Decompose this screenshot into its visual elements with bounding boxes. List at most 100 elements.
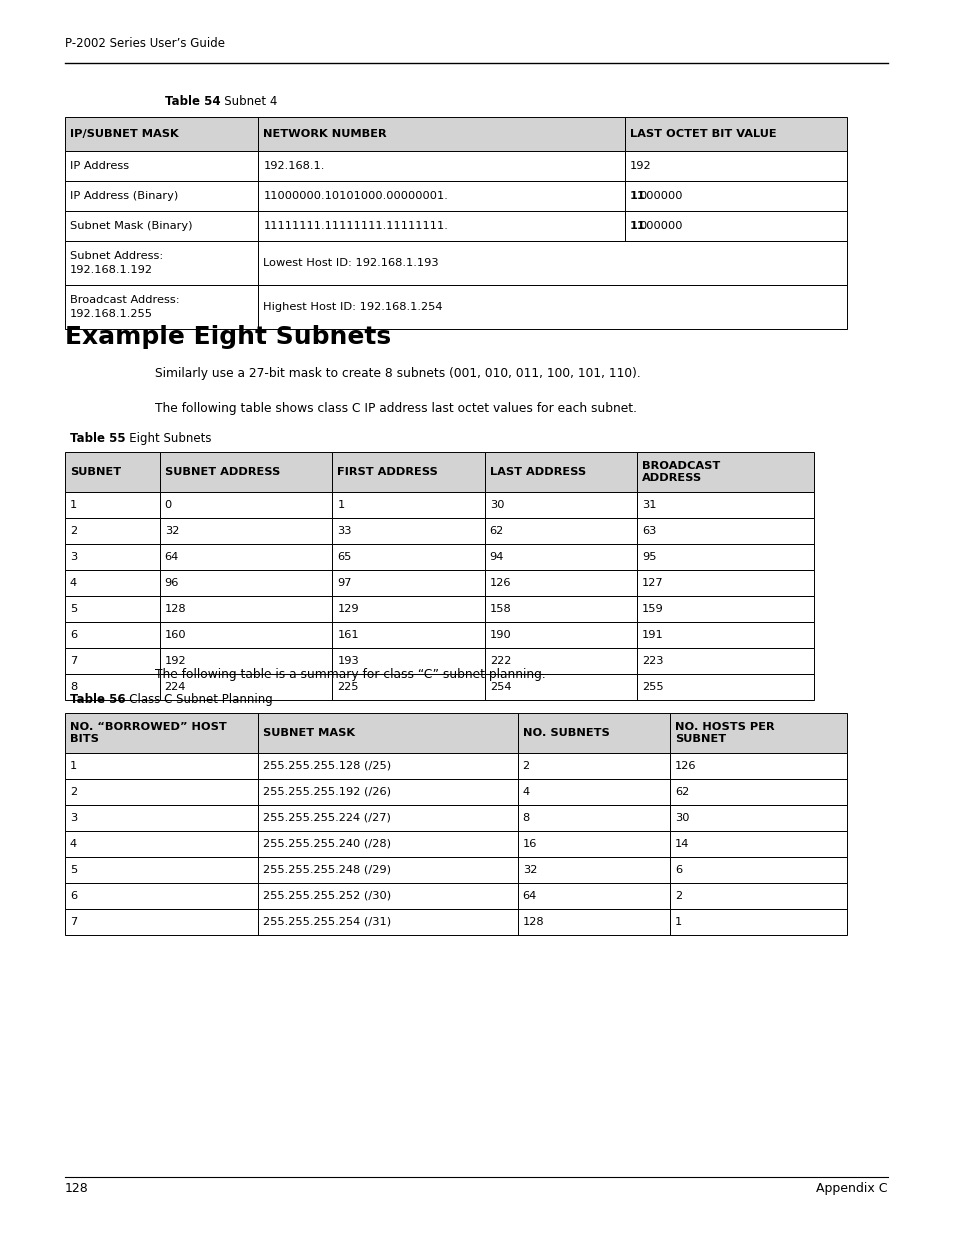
Text: 2: 2: [70, 787, 77, 797]
Bar: [159, 517, 333, 543]
Text: IP Address: IP Address: [70, 161, 129, 170]
Bar: [333, 492, 484, 517]
Bar: [159, 543, 333, 571]
Text: 65: 65: [337, 552, 352, 562]
Text: 158: 158: [489, 604, 511, 614]
Bar: [669, 883, 846, 909]
Bar: [65, 543, 159, 571]
Bar: [65, 674, 159, 700]
Text: 62: 62: [489, 526, 503, 536]
Text: 222: 222: [489, 656, 511, 666]
Bar: [65, 909, 258, 935]
Bar: [517, 909, 669, 935]
Text: 223: 223: [641, 656, 662, 666]
Text: 161: 161: [337, 630, 358, 640]
Text: 6: 6: [674, 864, 681, 876]
Text: 193: 193: [337, 656, 359, 666]
Text: The following table shows class C IP address last octet values for each subnet.: The following table shows class C IP add…: [154, 403, 637, 415]
Text: Eight Subnets: Eight Subnets: [118, 432, 212, 445]
Bar: [65, 857, 258, 883]
Bar: [624, 211, 846, 241]
Text: 224: 224: [165, 682, 186, 692]
Bar: [258, 182, 624, 211]
Text: 64: 64: [522, 890, 537, 902]
Bar: [669, 713, 846, 753]
Text: 255.255.255.128 (/25): 255.255.255.128 (/25): [263, 761, 391, 771]
Text: 5: 5: [70, 604, 77, 614]
Text: 160: 160: [165, 630, 186, 640]
Bar: [669, 779, 846, 805]
Bar: [637, 597, 813, 622]
Text: Appendix C: Appendix C: [816, 1182, 887, 1195]
Bar: [258, 831, 517, 857]
Text: 16: 16: [522, 839, 537, 848]
Text: Lowest Host ID: 192.168.1.193: Lowest Host ID: 192.168.1.193: [263, 258, 438, 268]
Text: 192: 192: [629, 161, 651, 170]
Bar: [517, 831, 669, 857]
Text: Table 56: Table 56: [70, 693, 126, 706]
Text: 255.255.255.254 (/31): 255.255.255.254 (/31): [263, 918, 391, 927]
Bar: [159, 622, 333, 648]
Bar: [159, 571, 333, 597]
Text: 4: 4: [70, 839, 77, 848]
Bar: [258, 857, 517, 883]
Bar: [258, 117, 624, 151]
Text: 6: 6: [70, 630, 77, 640]
Bar: [65, 597, 159, 622]
Text: IP/SUBNET MASK: IP/SUBNET MASK: [70, 128, 178, 140]
Text: 62: 62: [674, 787, 688, 797]
Bar: [65, 285, 258, 329]
Bar: [65, 831, 258, 857]
Text: 255.255.255.252 (/30): 255.255.255.252 (/30): [263, 890, 391, 902]
Text: BROADCAST
ADDRESS: BROADCAST ADDRESS: [641, 461, 720, 483]
Text: 1: 1: [674, 918, 681, 927]
Bar: [258, 151, 624, 182]
Text: The following table is a summary for class “C” subnet planning.: The following table is a summary for cla…: [154, 668, 545, 680]
Text: 192: 192: [165, 656, 186, 666]
Bar: [159, 492, 333, 517]
Text: Subnet Address:: Subnet Address:: [70, 251, 163, 261]
Text: Broadcast Address:: Broadcast Address:: [70, 295, 179, 305]
Bar: [333, 571, 484, 597]
Bar: [624, 151, 846, 182]
Bar: [65, 452, 159, 492]
Text: 2: 2: [70, 526, 77, 536]
Bar: [517, 753, 669, 779]
Bar: [65, 622, 159, 648]
Bar: [65, 713, 258, 753]
Bar: [65, 883, 258, 909]
Text: Table 55: Table 55: [70, 432, 126, 445]
Bar: [333, 622, 484, 648]
Text: 31: 31: [641, 500, 656, 510]
Text: 192.168.1.192: 192.168.1.192: [70, 266, 152, 275]
Text: 11: 11: [629, 191, 645, 201]
Text: 97: 97: [337, 578, 352, 588]
Text: 3: 3: [70, 813, 77, 823]
Text: 11111111.11111111.11111111.: 11111111.11111111.11111111.: [263, 221, 448, 231]
Text: 2: 2: [522, 761, 529, 771]
Bar: [65, 753, 258, 779]
Text: Table 54: Table 54: [165, 95, 220, 107]
Text: FIRST ADDRESS: FIRST ADDRESS: [337, 467, 437, 477]
Text: P-2002 Series User’s Guide: P-2002 Series User’s Guide: [65, 37, 225, 49]
Bar: [258, 241, 846, 285]
Text: 32: 32: [522, 864, 537, 876]
Text: Subnet Mask (Binary): Subnet Mask (Binary): [70, 221, 193, 231]
Bar: [65, 151, 258, 182]
Bar: [65, 492, 159, 517]
Bar: [333, 452, 484, 492]
Text: 255.255.255.192 (/26): 255.255.255.192 (/26): [263, 787, 391, 797]
Bar: [517, 883, 669, 909]
Text: LAST OCTET BIT VALUE: LAST OCTET BIT VALUE: [629, 128, 776, 140]
Text: 32: 32: [165, 526, 179, 536]
Bar: [333, 597, 484, 622]
Bar: [65, 571, 159, 597]
Bar: [484, 452, 637, 492]
Text: 2: 2: [674, 890, 681, 902]
Text: 000000: 000000: [639, 221, 681, 231]
Text: 4: 4: [70, 578, 77, 588]
Text: 4: 4: [522, 787, 529, 797]
Text: 192.168.1.: 192.168.1.: [263, 161, 324, 170]
Bar: [258, 805, 517, 831]
Bar: [258, 285, 846, 329]
